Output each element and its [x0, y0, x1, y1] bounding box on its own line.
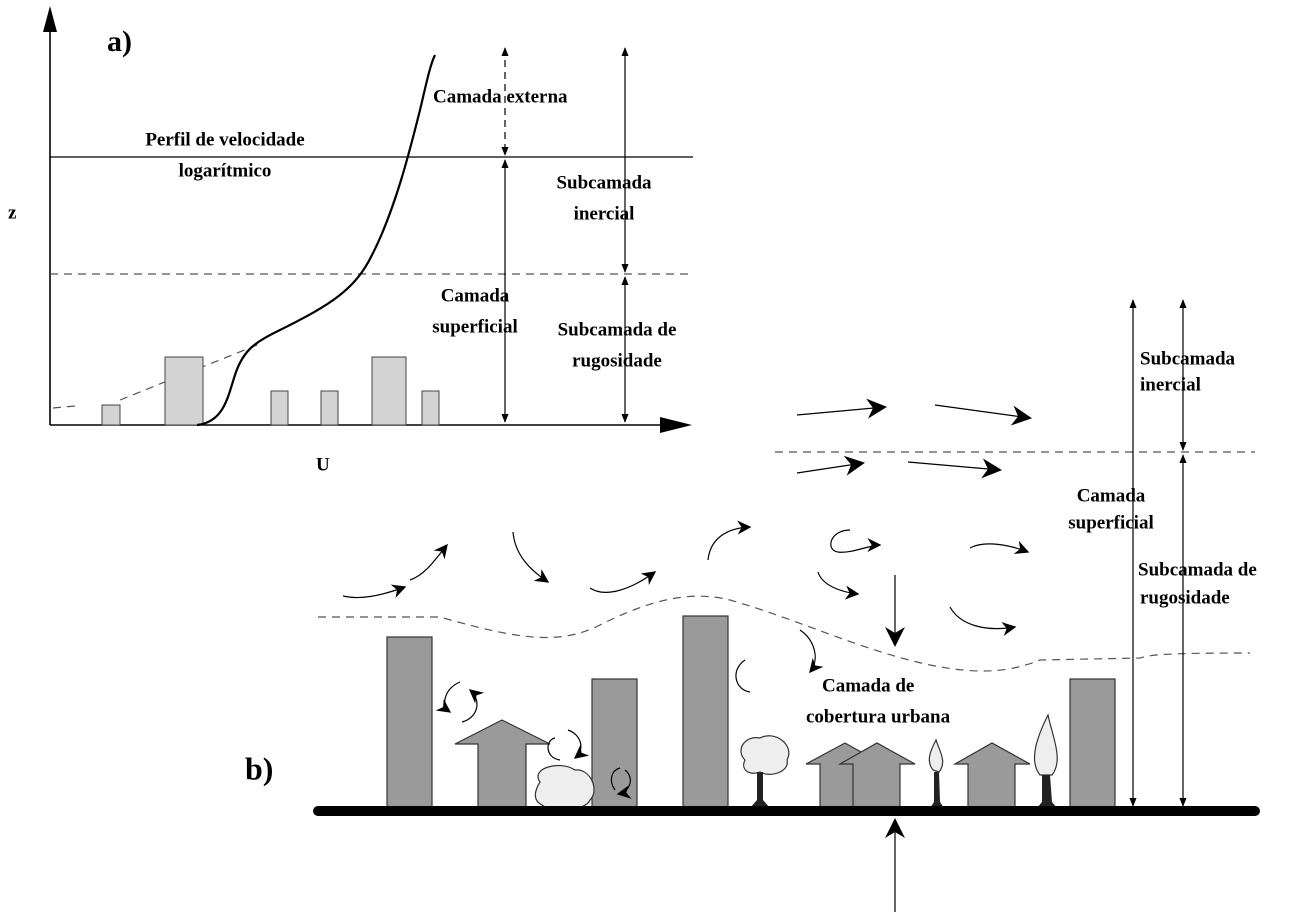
annotation: Perfil de velocidade: [145, 129, 304, 150]
diagram: a) z U Perfil de velocidade logarítmico …: [0, 0, 1297, 922]
panel-a: a) z U Perfil de velocidade logarítmico …: [8, 6, 693, 475]
layer-label: superficial: [1068, 512, 1154, 533]
shape: [929, 740, 942, 772]
shape: [741, 736, 789, 775]
shape: [535, 766, 594, 810]
line: [797, 463, 863, 473]
layer-label: Subcamada de: [1138, 559, 1257, 580]
shape: [950, 607, 1015, 629]
shape: [410, 545, 447, 580]
shape: [165, 357, 203, 425]
panel-label: a): [107, 25, 132, 58]
layer-label: Camada: [441, 285, 510, 306]
shape: [800, 630, 815, 672]
layer-label: Subcamada: [556, 172, 652, 193]
annotation: logarítmico: [179, 160, 272, 181]
line: [935, 405, 1030, 418]
shape: [708, 527, 750, 560]
shape: [818, 572, 858, 594]
layer-label: Subcamada de: [558, 319, 677, 340]
shape: [43, 6, 57, 32]
layer-label: inercial: [1140, 374, 1201, 395]
layer-label: Camada: [1077, 485, 1146, 506]
layer-label: inercial: [574, 203, 635, 224]
shape: [343, 587, 405, 598]
shape: [1035, 715, 1058, 775]
line: [908, 462, 1000, 470]
shape: [568, 730, 581, 758]
shape: [831, 530, 880, 552]
line: [797, 407, 885, 415]
shape: [1070, 679, 1115, 809]
line: [53, 406, 75, 408]
layer-label: Camada externa: [433, 86, 568, 107]
shape: [513, 532, 548, 582]
shape: [102, 405, 120, 425]
layer-label: rugosidade: [572, 350, 662, 371]
shape: [318, 596, 1250, 671]
shape: [590, 572, 655, 592]
shape: [422, 391, 439, 425]
shape: [750, 772, 770, 808]
shape: [1037, 775, 1057, 808]
shape: [660, 417, 692, 433]
shape: [445, 682, 460, 712]
shape: [548, 738, 560, 760]
layer-label: cobertura urbana: [806, 706, 951, 727]
shape: [271, 391, 288, 425]
shape: [462, 690, 477, 722]
shape: [321, 391, 338, 425]
shape: [955, 743, 1030, 808]
layer-label: Subcamada: [1140, 348, 1236, 369]
panel-label: b): [245, 750, 273, 786]
shape: [372, 357, 406, 425]
axis-label: z: [8, 202, 17, 223]
shape: [387, 637, 432, 809]
shape: [970, 544, 1028, 552]
layer-label: Camada de: [822, 675, 914, 696]
axis-label: U: [316, 454, 330, 475]
shape: [930, 772, 944, 808]
layer-label: superficial: [432, 316, 518, 337]
layer-label: rugosidade: [1140, 587, 1230, 608]
shape: [736, 660, 750, 692]
shape: [683, 616, 728, 809]
